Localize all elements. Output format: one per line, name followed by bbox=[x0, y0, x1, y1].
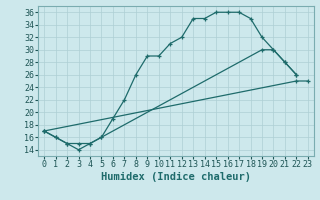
X-axis label: Humidex (Indice chaleur): Humidex (Indice chaleur) bbox=[101, 172, 251, 182]
